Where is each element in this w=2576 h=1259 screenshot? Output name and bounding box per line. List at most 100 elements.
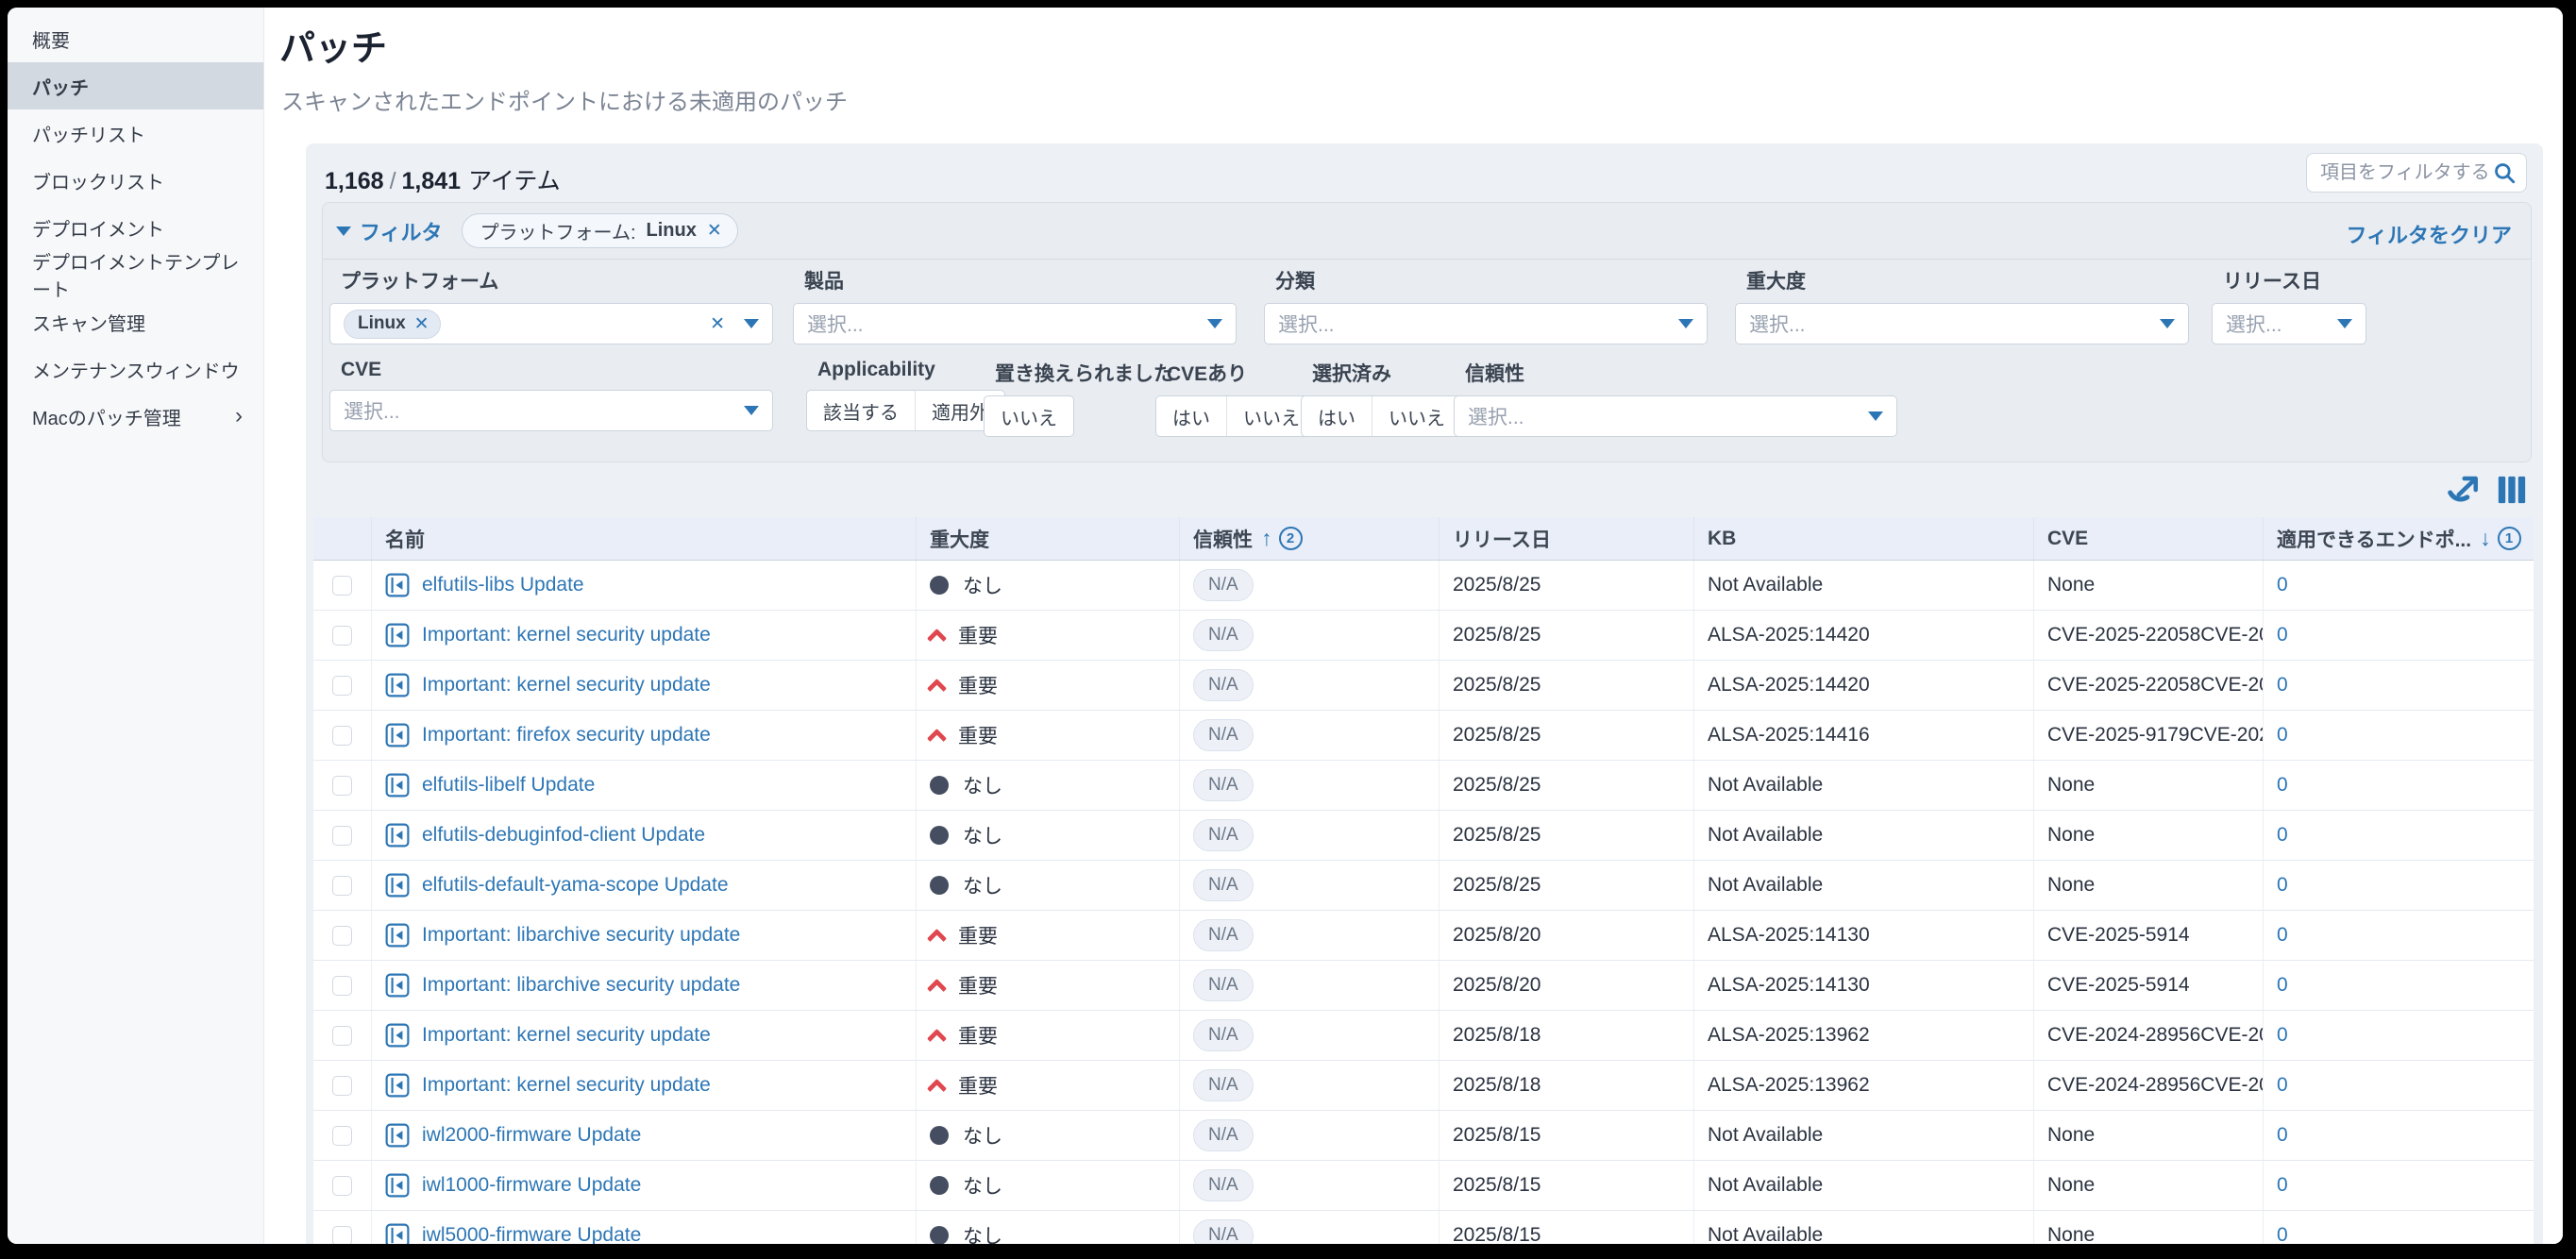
cve-value: CVE-2024-28956CVE-2025- xyxy=(2047,1024,2263,1046)
patch-name-link[interactable]: iwl1000-firmware Update xyxy=(422,1174,642,1196)
column-header-kb[interactable]: KB xyxy=(1694,517,2034,560)
patch-name-link[interactable]: elfutils-libs Update xyxy=(422,574,584,596)
row-checkbox[interactable] xyxy=(332,825,352,846)
endpoints-link[interactable]: 0 xyxy=(2277,924,2288,946)
row-checkbox[interactable] xyxy=(332,975,352,996)
product-select[interactable]: 選択... xyxy=(793,303,1237,344)
has-cve-yes-button[interactable]: はい xyxy=(1172,408,1210,429)
sidebar-item-mac-patch-management[interactable]: Macのパッチ管理 › xyxy=(32,403,243,429)
applicability-not-applicable-button[interactable]: 適用外 xyxy=(915,391,1004,430)
endpoints-link[interactable]: 0 xyxy=(2277,674,2288,696)
sidebar-item-scan-management[interactable]: スキャン管理 xyxy=(32,313,145,335)
endpoints-link[interactable]: 0 xyxy=(2277,974,2288,996)
column-header-name[interactable]: 名前 xyxy=(372,517,917,560)
release-date: 2025/8/25 xyxy=(1453,674,1541,696)
clear-filters-link[interactable]: フィルタをクリア xyxy=(2346,224,2512,247)
row-checkbox[interactable] xyxy=(332,575,352,596)
row-checkbox[interactable] xyxy=(332,725,352,746)
row-checkbox[interactable] xyxy=(332,925,352,946)
endpoints-link[interactable]: 0 xyxy=(2277,774,2288,796)
row-checkbox[interactable] xyxy=(332,625,352,646)
patch-name-link[interactable]: Important: firefox security update xyxy=(422,724,711,746)
sort-up-icon: ↑ xyxy=(1261,526,1272,550)
severity-icon xyxy=(926,928,948,949)
platform-select[interactable]: Linux ✕ ✕ xyxy=(329,303,773,344)
row-checkbox[interactable] xyxy=(332,1025,352,1046)
patch-name-link[interactable]: elfutils-debuginfod-client Update xyxy=(422,824,706,846)
row-checkbox[interactable] xyxy=(332,875,352,896)
clear-icon[interactable]: ✕ xyxy=(710,313,725,334)
release-date-select[interactable]: 選択... xyxy=(2212,303,2366,344)
release-date: 2025/8/18 xyxy=(1453,1024,1541,1046)
filter-field-applicability: Applicability 該当する 適用外 xyxy=(806,359,1005,431)
endpoints-link[interactable]: 0 xyxy=(2277,1174,2288,1196)
patch-name-link[interactable]: Important: kernel security update xyxy=(422,674,711,696)
sidebar-item-block-list[interactable]: ブロックリスト xyxy=(32,172,164,193)
search-input[interactable] xyxy=(2320,161,2492,184)
caret-down-icon xyxy=(744,406,759,415)
row-checkbox[interactable] xyxy=(332,675,352,696)
kb-value: ALSA-2025:13962 xyxy=(1708,1074,1870,1096)
endpoints-link[interactable]: 0 xyxy=(2277,574,2288,596)
endpoints-link[interactable]: 0 xyxy=(2277,1074,2288,1096)
selected-yes-button[interactable]: はい xyxy=(1318,408,1355,429)
column-header-cve[interactable]: CVE xyxy=(2034,517,2264,560)
sidebar-item-patch-list[interactable]: パッチリスト xyxy=(32,125,145,146)
reliability-badge: N/A xyxy=(1193,1069,1254,1101)
patch-name-link[interactable]: iwl2000-firmware Update xyxy=(422,1124,642,1146)
patch-name-link[interactable]: Important: kernel security update xyxy=(422,1024,711,1046)
sidebar-item-maintenance-window[interactable]: メンテナンスウィンドウ xyxy=(32,361,240,382)
has-cve-no-button[interactable]: いいえ xyxy=(1226,396,1316,436)
platform-chip-linux[interactable]: Linux ✕ xyxy=(344,309,441,339)
patch-name-link[interactable]: Important: libarchive security update xyxy=(422,924,741,946)
patch-name-link[interactable]: Important: libarchive security update xyxy=(422,974,741,996)
columns-icon[interactable] xyxy=(2496,474,2528,506)
column-header-reliability[interactable]: 信頼性 ↑ 2 xyxy=(1180,517,1440,560)
endpoints-link[interactable]: 0 xyxy=(2277,1224,2288,1244)
cve-select[interactable]: 選択... xyxy=(329,390,773,431)
export-icon[interactable] xyxy=(2447,474,2481,506)
close-icon[interactable]: ✕ xyxy=(413,313,429,334)
severity-select[interactable]: 選択... xyxy=(1735,303,2189,344)
patch-name-link[interactable]: Important: kernel security update xyxy=(422,1074,711,1096)
kb-value: Not Available xyxy=(1708,1174,1824,1196)
endpoints-link[interactable]: 0 xyxy=(2277,1124,2288,1146)
row-checkbox[interactable] xyxy=(332,775,352,796)
reliability-badge: N/A xyxy=(1193,919,1254,951)
patch-name-link[interactable]: Important: kernel security update xyxy=(422,624,711,646)
close-icon[interactable]: ✕ xyxy=(706,221,722,241)
severity-icon xyxy=(930,1226,949,1244)
classification-select[interactable]: 選択... xyxy=(1264,303,1708,344)
applicability-applicable-button[interactable]: 該当する xyxy=(823,402,899,424)
endpoints-link[interactable]: 0 xyxy=(2277,824,2288,846)
selected-no-button[interactable]: いいえ xyxy=(1372,396,1461,436)
endpoints-link[interactable]: 0 xyxy=(2277,874,2288,896)
patch-name-link[interactable]: elfutils-libelf Update xyxy=(422,774,596,796)
sidebar-item-patches[interactable]: パッチ xyxy=(8,62,263,109)
active-filter-chip[interactable]: プラットフォーム: Linux ✕ xyxy=(461,213,738,248)
endpoints-link[interactable]: 0 xyxy=(2277,624,2288,646)
row-checkbox[interactable] xyxy=(332,1075,352,1096)
search-icon[interactable] xyxy=(2492,160,2517,185)
sidebar-item-deployments[interactable]: デプロイメント xyxy=(32,219,164,241)
sidebar-item-overview[interactable]: 概要 xyxy=(32,30,70,52)
row-checkbox[interactable] xyxy=(332,1125,352,1146)
column-header-endpoints[interactable]: 適用できるエンドポ... ↓ 1 xyxy=(2264,517,2534,560)
table-row: iwl2000-firmware Update なし N/A 2025/8/15… xyxy=(313,1111,2534,1161)
cve-value: None xyxy=(2047,574,2096,596)
row-checkbox[interactable] xyxy=(332,1225,352,1244)
sidebar-item-deployment-templates[interactable]: デプロイメントテンプレート xyxy=(32,253,240,301)
kb-value: Not Available xyxy=(1708,1224,1824,1244)
column-header-severity[interactable]: 重大度 xyxy=(917,517,1180,560)
patch-name-link[interactable]: elfutils-default-yama-scope Update xyxy=(422,874,729,896)
filter-toggle[interactable]: フィルタ xyxy=(336,216,443,246)
reliability-select[interactable]: 選択... xyxy=(1454,395,1897,437)
column-header-release-date[interactable]: リリース日 xyxy=(1440,517,1694,560)
endpoints-link[interactable]: 0 xyxy=(2277,1024,2288,1046)
row-checkbox[interactable] xyxy=(332,1175,352,1196)
endpoints-link[interactable]: 0 xyxy=(2277,724,2288,746)
reliability-badge: N/A xyxy=(1193,969,1254,1001)
filter-field-reliability: 信頼性 選択... xyxy=(1454,359,1897,437)
superseded-no-button[interactable]: いいえ xyxy=(1001,408,1057,429)
patch-name-link[interactable]: iwl5000-firmware Update xyxy=(422,1224,642,1244)
